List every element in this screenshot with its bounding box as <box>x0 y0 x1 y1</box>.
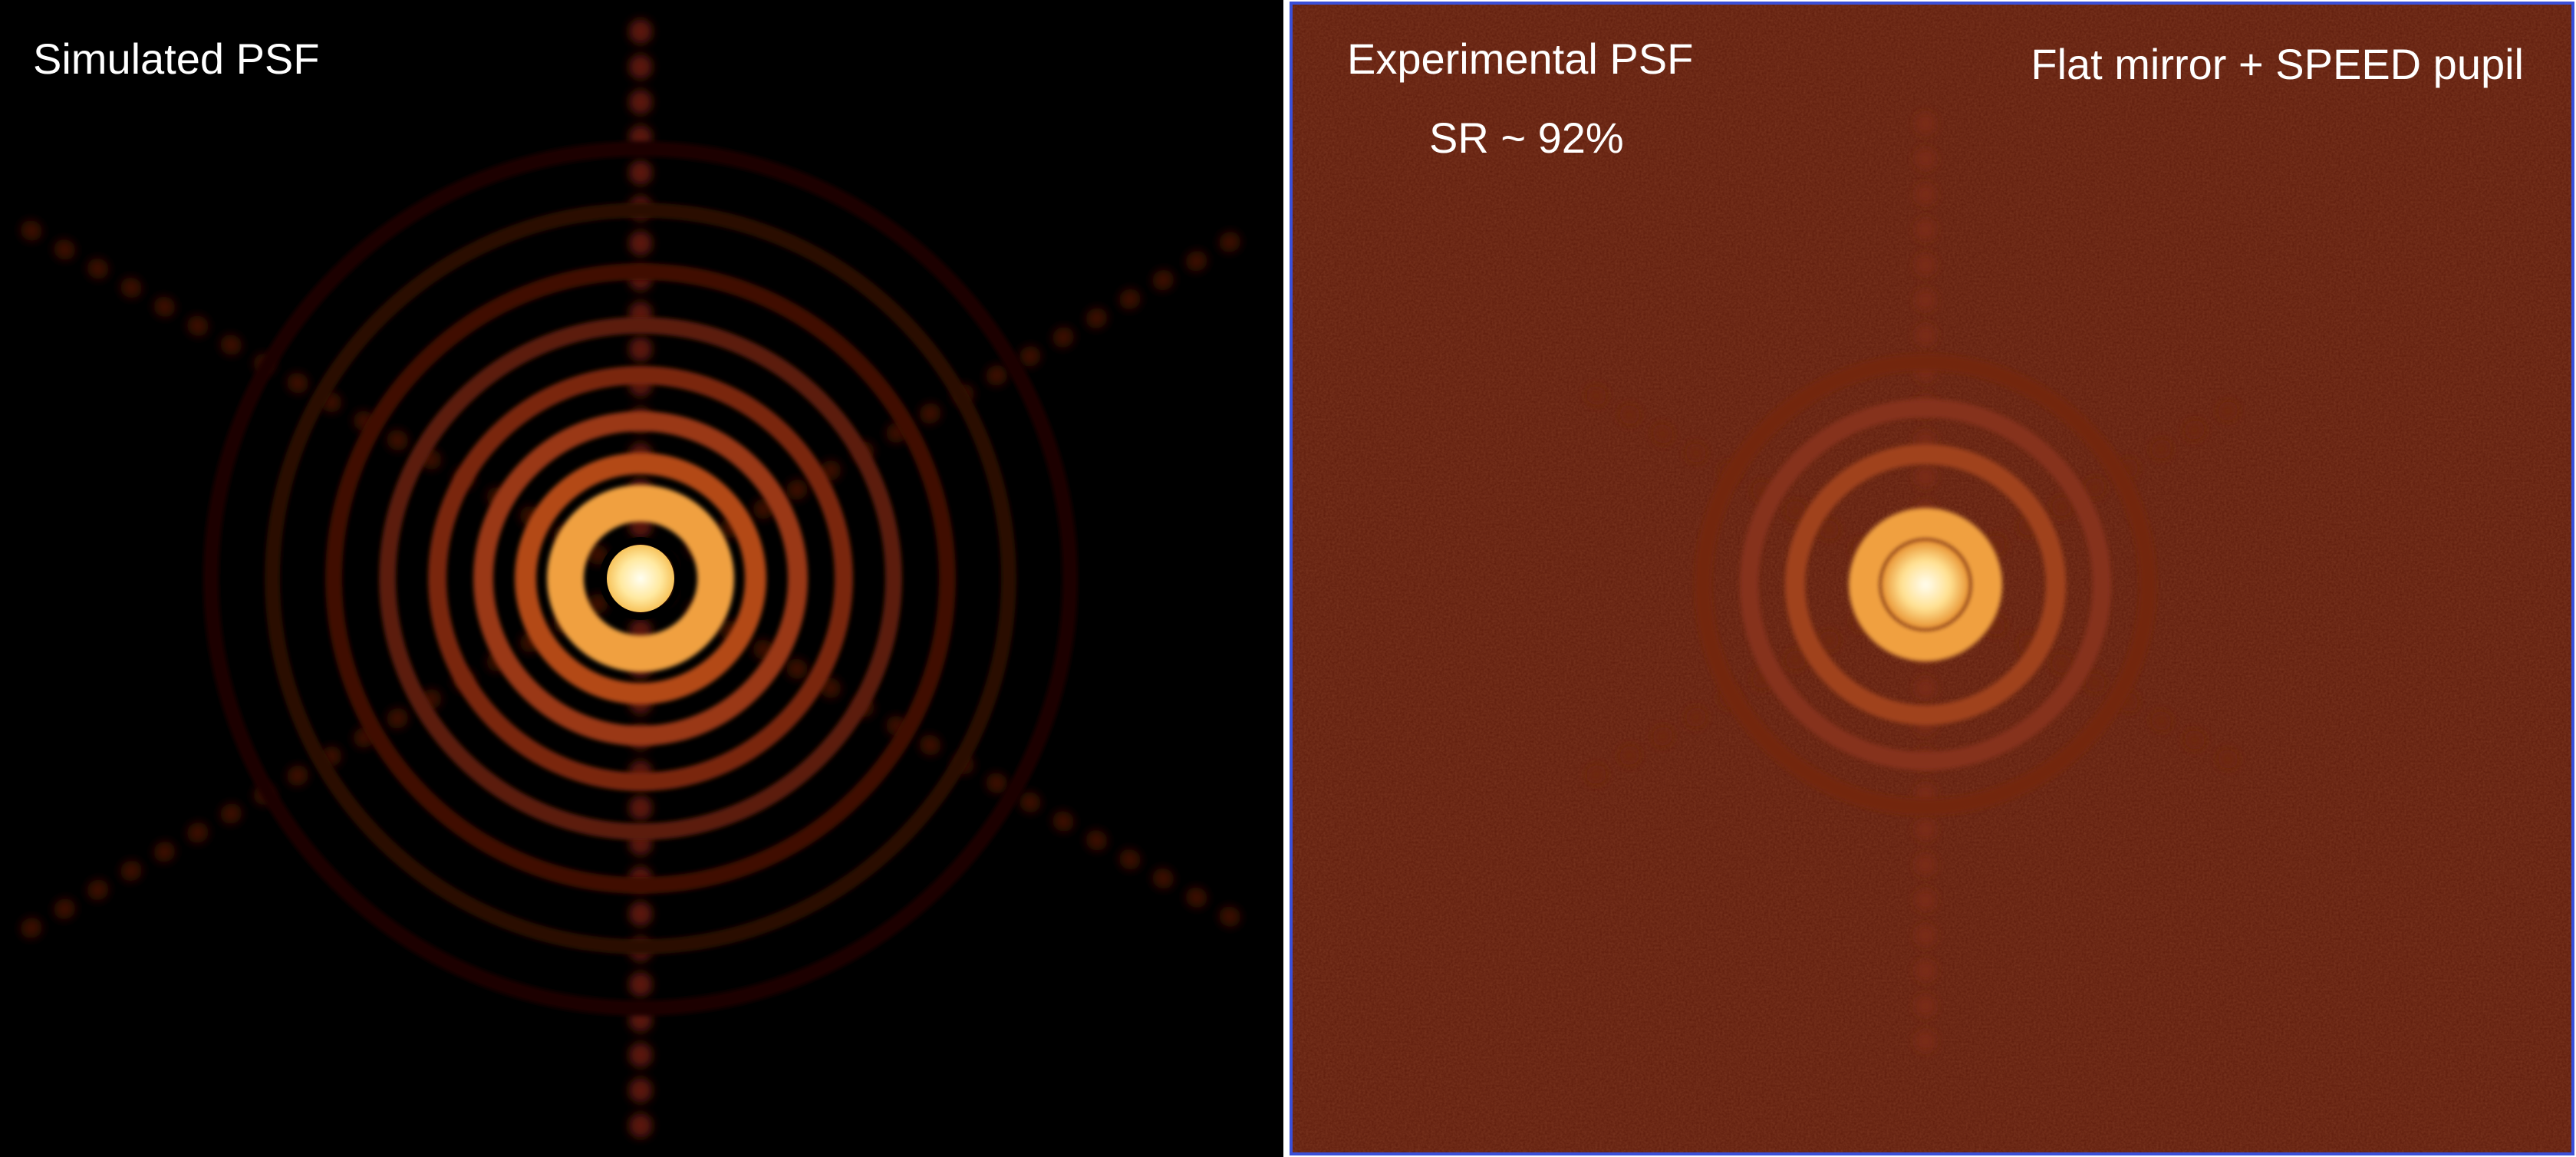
ring <box>473 411 808 746</box>
strehl-note: SR ~ 92% <box>1429 114 1624 162</box>
ring <box>1740 399 2111 770</box>
psf-rings <box>203 141 1078 1016</box>
spike <box>21 220 1260 938</box>
ring <box>1695 354 2156 816</box>
ring <box>379 317 902 840</box>
ring <box>1849 508 2002 661</box>
psf-core <box>1881 540 1970 629</box>
ring <box>203 141 1078 1016</box>
dark-ring <box>599 537 682 620</box>
experimental-panel: Experimental PSF SR ~ 92% Flat mirror + … <box>1290 2 2574 1155</box>
ring <box>325 263 956 894</box>
setup-label: Flat mirror + SPEED pupil <box>2031 40 2524 88</box>
psf-core <box>607 545 674 612</box>
panel-label: Experimental PSF <box>1347 35 1693 83</box>
ring <box>265 203 1016 954</box>
ring <box>515 453 766 704</box>
ring <box>428 366 853 791</box>
psf-rings <box>1695 354 2156 816</box>
spike <box>21 220 1260 938</box>
panel-border <box>1290 2 2574 1155</box>
panel-label: Simulated PSF <box>33 35 320 83</box>
ring <box>547 485 734 672</box>
simulated-panel: Simulated PSF <box>0 0 1283 1157</box>
divider <box>1283 0 1290 1157</box>
ring <box>1785 444 2066 725</box>
